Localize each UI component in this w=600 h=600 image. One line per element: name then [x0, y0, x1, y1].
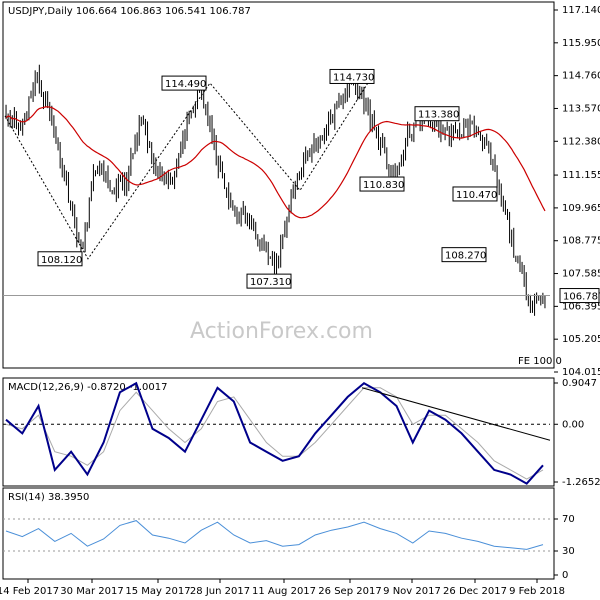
price-tick-label: 108.775 [562, 236, 600, 247]
price-annotation-box [414, 106, 460, 122]
x-tick-label: 28 Jun 2017 [190, 586, 250, 597]
x-tick-label: 15 May 2017 [125, 586, 190, 597]
macd-title: MACD(12,26,9) -0.8720 -1.0017 [8, 382, 168, 393]
rsi-tick-label: 0 [562, 570, 568, 581]
price-annotation-box [161, 75, 207, 91]
price-tick-label: 114.760 [562, 71, 600, 82]
price-annotation-label: 110.830 [363, 180, 404, 191]
price-tick-label: 107.585 [562, 269, 600, 280]
fe-label: FE 100.0 [518, 356, 562, 367]
zigzag-line [4, 76, 373, 260]
rsi-layer [3, 518, 550, 552]
rsi-tick-label: 70 [562, 514, 575, 525]
x-tick-label: 14 Feb 2017 [0, 586, 59, 597]
price-annotation-box [329, 68, 375, 84]
price-annotation-label: 108.120 [41, 255, 82, 266]
x-tick-label: 26 Sep 2017 [318, 586, 381, 597]
rsi-line [5, 520, 544, 550]
price-annotation-box [452, 186, 498, 202]
rsi-panel [2, 487, 555, 580]
price-annotation-box [359, 176, 405, 192]
price-annotation-box [246, 273, 292, 289]
macd-layer [3, 381, 551, 485]
price-annotation-box [37, 251, 83, 267]
price-annotation-box [441, 247, 487, 263]
x-tick-label: 30 Mar 2017 [60, 586, 123, 597]
macd-panel [2, 377, 555, 487]
price-tick-label: 112.380 [562, 136, 600, 147]
axes-layer: 117.140 115.950 114.760 113.570 112.380 111.1… [0, 5, 600, 597]
watermark: ActionForex.com [190, 319, 373, 344]
price-annotation-label: 107.310 [250, 277, 291, 288]
x-tick-label: 9 Feb 2018 [509, 586, 565, 597]
price-tick-label: 104.015 [562, 367, 600, 378]
rsi-tick-label: 30 [562, 546, 575, 557]
price-tick-label: 105.205 [562, 334, 600, 345]
macd-tick-label: 0.9047 [562, 378, 597, 389]
macd-line [5, 381, 544, 485]
price-tick-label: 113.570 [562, 103, 600, 114]
x-tick-label: 9 Nov 2017 [383, 586, 441, 597]
price-layer: 114.490 114.730 113.380 110.830 110.470 108.1… [3, 64, 550, 316]
moving-average-line [5, 106, 546, 219]
macd-tick-label: 0.00 [562, 419, 584, 430]
price-annotation-label: 113.380 [418, 110, 459, 121]
price-tick-label: 106.395 [562, 301, 600, 312]
macd-trendline [361, 387, 551, 441]
macd-tick-label: -1.2652 [562, 477, 600, 488]
current-price-box [559, 288, 600, 304]
price-panel [2, 1, 555, 369]
rsi-title: RSI(14) 38.3950 [8, 492, 89, 503]
price-tick-label: 115.950 [562, 38, 600, 49]
chart-title: USDJPY,Daily 106.664 106.863 106.541 106… [8, 6, 251, 17]
x-tick-label: 26 Dec 2017 [443, 586, 507, 597]
price-tick-label: 109.965 [562, 203, 600, 214]
price-tick-label: 111.155 [562, 170, 600, 181]
price-annotation-label: 108.270 [445, 251, 486, 262]
price-tick-label: 117.140 [562, 5, 600, 16]
price-annotation-label: 114.730 [333, 72, 374, 83]
x-tick-label: 11 Aug 2017 [252, 586, 316, 597]
current-price-label: 106.787 [563, 292, 600, 303]
price-annotation-label: 114.490 [165, 79, 206, 90]
price-annotation-label: 110.470 [456, 190, 497, 201]
